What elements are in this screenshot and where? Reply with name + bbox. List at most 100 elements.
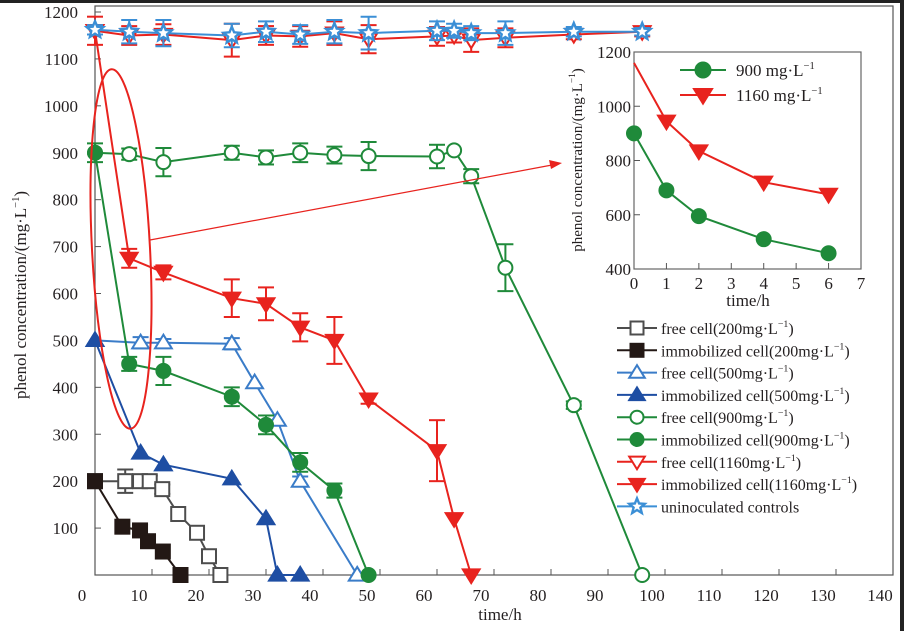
data-point — [221, 291, 242, 309]
legend-label: immobilized cell(900mg·L−1) — [661, 431, 850, 450]
data-point — [84, 330, 106, 348]
legend-label: uninoculated controls — [661, 499, 799, 516]
data-point — [117, 19, 141, 42]
data-point — [140, 533, 157, 550]
legend-marker — [627, 385, 647, 402]
x-tick-label: 20 — [188, 586, 205, 605]
legend-marker — [629, 342, 645, 358]
inset-data-point — [690, 208, 707, 225]
y-tick-label: 300 — [53, 425, 79, 444]
data-point — [461, 568, 482, 585]
y-tick-label: 1200 — [44, 3, 78, 22]
x-tick-label: 50 — [359, 586, 376, 605]
data-point — [497, 259, 514, 276]
y-tick-label: 400 — [53, 378, 79, 397]
legend-marker — [629, 320, 645, 336]
data-point — [130, 332, 151, 350]
legend-label: immobilized cell(200mg·L−1) — [661, 341, 850, 360]
data-point — [223, 144, 240, 161]
series-8 — [83, 15, 654, 51]
data-point — [290, 320, 311, 338]
data-point — [114, 518, 131, 535]
x-tick-label: 110 — [697, 586, 722, 605]
data-point — [223, 388, 240, 405]
inset-x-tick-label: 1 — [662, 274, 671, 293]
series-7 — [84, 24, 482, 585]
inset-legend-label: 1160 mg·L−1 — [736, 86, 823, 105]
arrow-head — [549, 160, 562, 169]
data-point — [459, 21, 483, 43]
data-point — [170, 506, 187, 523]
data-point — [360, 148, 377, 165]
data-point — [121, 146, 138, 163]
data-point — [425, 18, 449, 41]
x-tick-label: 40 — [302, 586, 319, 605]
x-tick-label: 90 — [587, 586, 604, 605]
data-point — [442, 18, 466, 41]
data-point — [290, 471, 311, 488]
x-tick-label: 140 — [867, 586, 893, 605]
main-legend: free cell(200mg·L−1) immobilized cell(200… — [617, 319, 857, 516]
legend-label: immobilized cell(500mg·L−1) — [661, 386, 850, 405]
data-point — [258, 149, 274, 166]
series-3 — [84, 330, 311, 582]
inset-data-point — [656, 114, 677, 132]
x-tick-label: 0 — [78, 586, 87, 605]
data-point — [87, 144, 103, 161]
data-point — [220, 23, 244, 46]
legend-marker — [627, 363, 647, 379]
data-point — [292, 144, 309, 161]
inset-x-tick-label: 2 — [695, 274, 704, 293]
inset-x-tick-label: 0 — [630, 274, 639, 293]
data-point — [201, 548, 217, 565]
series-line — [94, 149, 644, 576]
y-tick-label: 200 — [53, 472, 79, 491]
inset-series-1: 1160 mg·L−1 — [633, 62, 839, 205]
data-point — [221, 333, 242, 351]
data-point — [258, 416, 274, 433]
legend-label: free cell(1160mg·L−1) — [661, 453, 801, 472]
inset-data-point — [820, 245, 837, 262]
legend-marker — [627, 477, 647, 494]
data-point — [326, 147, 343, 164]
inset-data-point — [688, 144, 710, 161]
inset-y-tick-label: 1200 — [597, 43, 631, 62]
inset-x-tick-label: 7 — [857, 274, 866, 293]
x-tick-label: 30 — [245, 586, 262, 605]
data-point — [324, 333, 345, 351]
y-tick-label: 700 — [53, 238, 79, 257]
x-tick-label: 70 — [473, 586, 490, 605]
data-point — [358, 392, 379, 410]
inset-y-tick-label: 800 — [606, 152, 632, 171]
legend-marker — [627, 455, 647, 472]
data-point — [221, 468, 242, 486]
inset-y-axis-title: phenol concentration/(mg·L−1) — [568, 68, 586, 252]
data-point — [288, 22, 312, 45]
legend-label: immobilized cell(1160mg·L−1) — [661, 475, 857, 494]
data-point — [255, 508, 277, 526]
series-0 — [87, 468, 229, 583]
data-point — [189, 524, 206, 541]
data-point — [565, 397, 582, 414]
inset-x-tick-label: 6 — [824, 274, 833, 293]
inset-y-tick-label: 600 — [606, 206, 632, 225]
data-point — [267, 565, 288, 582]
data-point — [562, 19, 586, 42]
y-tick-label: 1100 — [45, 50, 78, 69]
data-point — [212, 567, 229, 583]
legend-label: free cell(900mg·L−1) — [661, 408, 794, 427]
data-point — [290, 565, 311, 582]
y-axis-title: phenol concentration/(mg·L−1) — [11, 191, 30, 399]
highlight-ellipse — [89, 68, 153, 430]
y-tick-label: 500 — [53, 331, 79, 350]
data-point — [254, 19, 278, 42]
data-point — [494, 21, 517, 43]
x-tick-label: 60 — [416, 586, 433, 605]
inset-x-tick-label: 3 — [727, 274, 736, 293]
data-point — [152, 21, 175, 43]
inset-x-tick-label: 5 — [792, 274, 801, 293]
main-axes: 0 10 20 30 40 50 60 70 80 90 100 110 120 130 140100200… — [11, 3, 894, 624]
data-point — [630, 19, 654, 42]
series-1 — [87, 473, 189, 583]
